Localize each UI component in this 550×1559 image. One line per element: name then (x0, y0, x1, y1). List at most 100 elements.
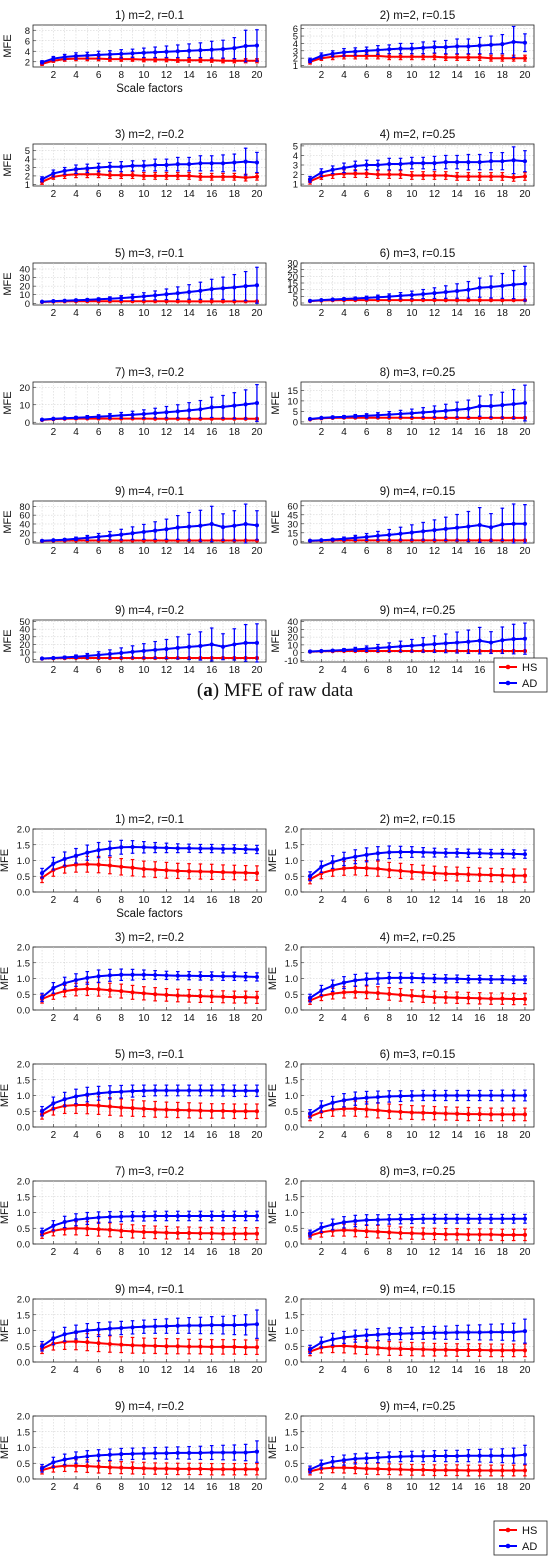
data-point (198, 869, 203, 874)
x-tick-label: 16 (206, 308, 218, 319)
data-point (254, 283, 260, 288)
data-point (454, 1093, 460, 1098)
plot-frame (300, 24, 535, 68)
data-point (141, 866, 146, 872)
data-point (243, 870, 248, 875)
data-point (175, 1344, 180, 1349)
x-tick-label: 16 (206, 665, 218, 676)
data-point (421, 1110, 426, 1115)
y-tick-label: 0 (293, 417, 298, 428)
x-tick-label: 18 (229, 1130, 241, 1141)
data-point (141, 1324, 146, 1329)
series-ad (39, 1084, 260, 1117)
subplot-title: 4) m=2, r=0.25 (380, 129, 455, 141)
data-point (522, 977, 528, 982)
data-point (432, 976, 437, 981)
data-point (85, 415, 90, 420)
y-tick-label: 40 (19, 519, 30, 530)
data-point (198, 523, 203, 528)
data-point (130, 844, 135, 850)
data-point (421, 173, 426, 178)
data-point (341, 990, 347, 995)
data-point (500, 996, 505, 1001)
data-point (307, 538, 313, 543)
data-point (96, 1341, 101, 1346)
data-point (387, 645, 392, 650)
data-point (119, 1105, 124, 1110)
data-point (375, 851, 381, 856)
data-point (254, 43, 260, 48)
data-point (232, 523, 237, 528)
data-point (341, 536, 347, 541)
data-point (375, 866, 381, 871)
data-point (466, 977, 471, 982)
x-tick-label: 12 (429, 1365, 441, 1376)
data-point (130, 172, 135, 178)
x-tick-label: 4 (73, 1247, 79, 1258)
x-tick-label: 12 (429, 546, 441, 557)
x-tick-label: 4 (341, 189, 347, 200)
x-tick-label: 20 (519, 308, 531, 319)
data-point (209, 1344, 214, 1349)
subplot-b-8: 2 4 6 8 10 12 14 16 18 20 0.0 0.5 1.0 1.5 2.0 8) m=3, r… (267, 1166, 535, 1258)
data-point (209, 161, 214, 166)
y-axis-label: MFE (267, 1084, 279, 1107)
data-point (198, 161, 203, 166)
x-tick-label: 10 (138, 1013, 150, 1024)
x-tick-label: 8 (118, 665, 124, 676)
data-point (307, 1347, 313, 1352)
y-tick-label: 1 (293, 180, 298, 191)
data-point (220, 974, 226, 979)
data-point (500, 159, 505, 164)
x-tick-label: 4 (341, 895, 347, 906)
data-point (500, 56, 505, 61)
series-ad (307, 384, 528, 422)
x-tick-label: 18 (497, 308, 509, 319)
data-point (387, 412, 392, 417)
x-tick-label: 16 (474, 1013, 486, 1024)
x-tick-label: 10 (138, 1130, 150, 1141)
data-point (209, 58, 214, 63)
data-point (153, 57, 158, 62)
series-ad (39, 384, 260, 422)
data-point (454, 298, 460, 303)
y-tick-label: 0.5 (17, 872, 30, 883)
data-point (186, 846, 192, 851)
x-tick-label: 14 (184, 70, 196, 81)
data-point (398, 849, 403, 855)
x-tick-label: 20 (519, 1247, 531, 1258)
subplot-title: 3) m=2, r=0.2 (115, 932, 184, 944)
series-ad (39, 147, 260, 183)
data-point (141, 173, 146, 179)
plot-frame (32, 946, 267, 1011)
data-point (73, 1339, 79, 1344)
data-point (39, 656, 45, 661)
data-point (39, 60, 45, 65)
x-tick-label: 10 (138, 1365, 150, 1376)
x-tick-label: 10 (406, 189, 418, 200)
series-ad (39, 1309, 260, 1352)
data-point (164, 992, 169, 997)
y-tick-label: 10 (287, 396, 298, 407)
data-point (243, 43, 248, 49)
data-point (364, 413, 369, 418)
x-tick-label: 8 (118, 895, 124, 906)
x-tick-label: 2 (319, 308, 325, 319)
x-tick-label: 14 (184, 546, 196, 557)
series-hs (39, 855, 260, 884)
data-point (500, 522, 505, 527)
data-point (330, 1337, 335, 1342)
data-point (500, 174, 505, 179)
data-point (254, 995, 260, 1000)
x-tick-label: 4 (341, 427, 347, 438)
data-point (254, 1231, 260, 1236)
data-point (353, 1218, 358, 1224)
x-tick-label: 4 (73, 189, 79, 200)
data-point (364, 534, 369, 540)
data-point (130, 972, 135, 977)
data-point (130, 412, 135, 417)
data-point (164, 410, 169, 415)
data-point (130, 990, 135, 995)
data-point (432, 1347, 437, 1352)
data-point (186, 1344, 192, 1349)
